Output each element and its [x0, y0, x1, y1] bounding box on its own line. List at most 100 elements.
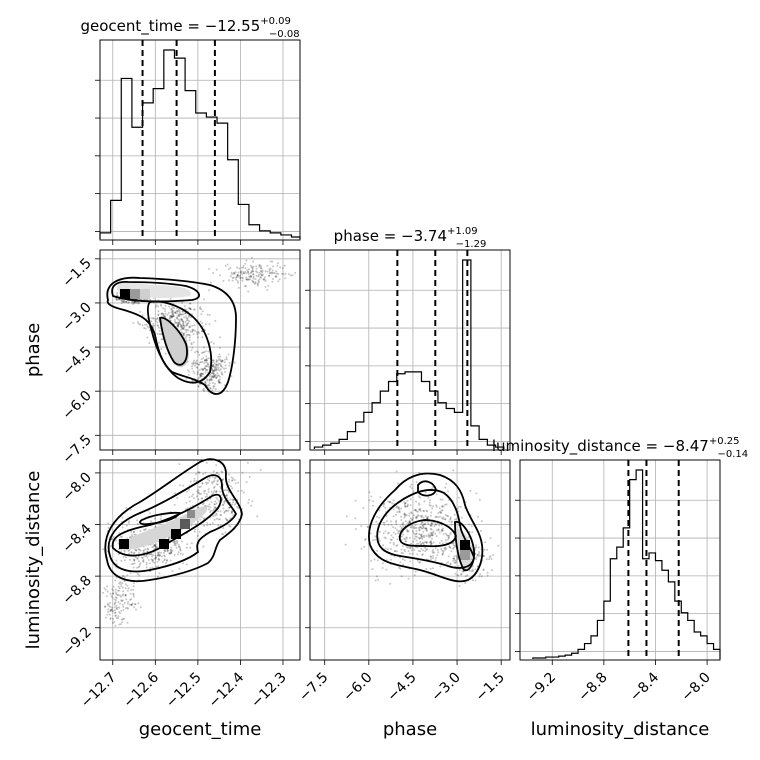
sample-point — [449, 562, 452, 565]
sample-point — [395, 523, 398, 526]
sample-point — [269, 271, 272, 274]
sample-point — [420, 535, 423, 538]
sample-point — [232, 498, 235, 501]
sample-point — [118, 594, 121, 597]
x-tick-label: −12.3 — [248, 670, 290, 712]
sample-point — [422, 541, 425, 544]
sample-point — [275, 270, 278, 273]
sample-point — [184, 312, 187, 315]
sample-point — [124, 594, 127, 596]
sample-point — [119, 612, 122, 615]
sample-point — [236, 274, 239, 277]
sample-point — [130, 530, 133, 533]
sample-point — [211, 372, 214, 374]
sample-point — [431, 534, 434, 536]
sample-point — [136, 522, 139, 525]
sample-point — [455, 558, 458, 561]
sample-point — [188, 334, 191, 337]
sample-point — [145, 566, 148, 569]
sample-point — [177, 543, 180, 546]
sample-point — [135, 549, 138, 552]
sample-point — [426, 510, 429, 513]
sample-point — [155, 565, 158, 568]
sample-point — [436, 549, 439, 551]
sample-point — [455, 518, 458, 521]
sample-point — [484, 541, 487, 544]
sample-point — [156, 321, 159, 324]
sample-point — [212, 470, 215, 473]
sample-point — [122, 574, 125, 577]
sample-point — [172, 311, 174, 314]
sample-point — [360, 547, 363, 550]
sample-point — [217, 368, 220, 371]
sample-point — [199, 307, 202, 310]
sample-point — [217, 355, 220, 358]
sample-point — [156, 332, 159, 335]
sample-point — [190, 524, 193, 527]
sample-point — [207, 363, 210, 366]
sample-point — [395, 521, 397, 524]
sample-point — [221, 366, 224, 369]
sample-point — [419, 540, 422, 543]
sample-point — [123, 301, 125, 304]
x-tick-label: −6.0 — [340, 670, 375, 705]
sample-point — [427, 522, 430, 525]
sample-point — [406, 503, 409, 506]
sample-point — [414, 524, 417, 527]
sample-point — [432, 554, 435, 557]
sample-point — [277, 280, 280, 283]
sample-point — [387, 531, 390, 534]
sample-point — [213, 385, 216, 388]
sample-point — [221, 359, 224, 362]
sample-point — [475, 544, 477, 547]
sample-point — [151, 560, 154, 563]
sample-point — [468, 569, 471, 572]
sample-point — [375, 520, 378, 523]
sample-point — [215, 491, 218, 494]
sample-point — [166, 559, 169, 562]
sample-point — [374, 579, 377, 582]
sample-point — [415, 532, 418, 535]
sample-point — [136, 519, 139, 522]
sample-point — [429, 524, 432, 527]
sample-point — [127, 600, 130, 603]
sample-point — [124, 300, 127, 303]
sample-point — [442, 550, 445, 553]
sample-point — [398, 511, 401, 513]
sample-point — [389, 520, 392, 523]
sample-point — [426, 520, 429, 523]
sample-point — [169, 297, 172, 300]
sample-point — [448, 545, 451, 548]
sample-point — [168, 318, 171, 320]
sample-point — [184, 320, 187, 323]
title-geocent_time: geocent_time = −12.55+0.09 −0.08 — [80, 16, 299, 40]
sample-point — [190, 343, 193, 346]
sample-point — [440, 530, 443, 533]
sample-point — [424, 547, 427, 550]
sample-point — [274, 276, 277, 278]
sample-point — [153, 544, 156, 546]
sample-point — [394, 527, 397, 530]
sample-point — [407, 577, 410, 580]
sample-point — [480, 520, 483, 523]
sample-point — [146, 325, 149, 328]
sample-point — [175, 316, 178, 319]
sample-point — [249, 278, 252, 281]
sample-point — [388, 501, 391, 504]
sample-point — [426, 517, 429, 520]
sample-point — [205, 461, 208, 464]
sample-point — [405, 528, 408, 531]
sample-point — [421, 514, 423, 517]
sample-point — [213, 503, 216, 506]
sample-point — [162, 307, 165, 310]
sample-point — [420, 533, 423, 536]
sample-point — [416, 516, 419, 519]
sample-point — [420, 516, 423, 519]
sample-point — [441, 504, 444, 507]
sample-point — [219, 485, 222, 488]
sample-point — [411, 547, 414, 550]
sample-point — [160, 515, 162, 518]
sample-point — [213, 374, 216, 377]
sample-point — [125, 598, 128, 601]
sample-point — [406, 546, 409, 549]
